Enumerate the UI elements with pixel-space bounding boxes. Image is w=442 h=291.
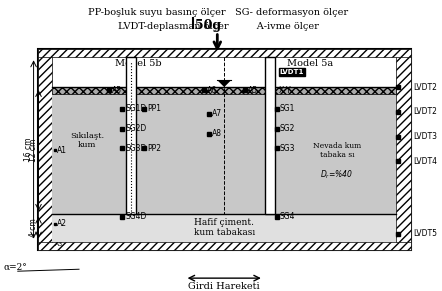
- Text: Y: Y: [286, 86, 291, 95]
- Bar: [52, 214, 396, 242]
- Text: PP2: PP2: [147, 144, 161, 153]
- Text: A5: A5: [112, 86, 122, 95]
- Text: SG4: SG4: [279, 212, 295, 221]
- Text: A3: A3: [55, 242, 64, 247]
- Text: SG3: SG3: [279, 144, 295, 153]
- Text: SG2D: SG2D: [126, 124, 147, 133]
- Bar: [38, 242, 411, 251]
- Text: LVDT3: LVDT3: [413, 132, 437, 141]
- Text: PP1: PP1: [147, 104, 161, 113]
- Text: Hafif çiment.
kum tabakası: Hafif çiment. kum tabakası: [194, 218, 255, 237]
- Text: A1: A1: [57, 146, 67, 155]
- Bar: [52, 87, 126, 94]
- Text: LVDT4: LVDT4: [413, 157, 437, 166]
- Text: A6: A6: [207, 86, 217, 95]
- Text: 12 cm: 12 cm: [29, 139, 38, 162]
- Text: Girdi Hareketi: Girdi Hareketi: [188, 282, 260, 290]
- Text: SG1: SG1: [279, 104, 295, 113]
- Text: LVDT2: LVDT2: [413, 107, 437, 116]
- Text: X: X: [278, 86, 284, 95]
- Text: SG2: SG2: [279, 124, 295, 133]
- Text: LVDT-deplasman ölçer         A-ivme ölçer: LVDT-deplasman ölçer A-ivme ölçer: [118, 22, 319, 31]
- Text: LVDT1: LVDT1: [279, 69, 304, 75]
- Bar: [265, 57, 274, 214]
- Text: PP-boşluk suyu basınç ölçer   SG- deformasyon ölçer: PP-boşluk suyu basınç ölçer SG- deformas…: [88, 8, 348, 17]
- Polygon shape: [217, 80, 231, 87]
- Text: A7: A7: [212, 109, 222, 118]
- Bar: [38, 49, 411, 57]
- Text: 50g: 50g: [194, 19, 221, 32]
- Text: SG4D: SG4D: [126, 212, 147, 221]
- Text: A2: A2: [57, 219, 67, 228]
- Bar: [52, 87, 396, 214]
- Text: A8: A8: [212, 129, 222, 138]
- Text: LVDT2: LVDT2: [413, 83, 437, 92]
- Text: Model 5a: Model 5a: [287, 59, 333, 68]
- Bar: [38, 49, 52, 251]
- Text: 16 cm: 16 cm: [23, 138, 33, 161]
- Text: A5: A5: [248, 86, 258, 95]
- Bar: [38, 49, 411, 251]
- Bar: [126, 57, 136, 214]
- Bar: [136, 87, 265, 94]
- Text: SG3D: SG3D: [126, 144, 147, 153]
- Text: Nevada kum
tabaka sı: Nevada kum tabaka sı: [312, 142, 361, 159]
- Text: SG1D: SG1D: [126, 104, 147, 113]
- Text: Sıkılaşt.
kum: Sıkılaşt. kum: [70, 132, 104, 149]
- Bar: [396, 49, 411, 251]
- Text: α=2°: α=2°: [4, 263, 28, 272]
- Text: 4 cm: 4 cm: [29, 218, 38, 237]
- Text: $D_r$=%40: $D_r$=%40: [320, 169, 354, 182]
- Text: LVDT5: LVDT5: [413, 229, 437, 238]
- Text: Model 5b: Model 5b: [115, 59, 162, 68]
- Bar: [274, 87, 396, 94]
